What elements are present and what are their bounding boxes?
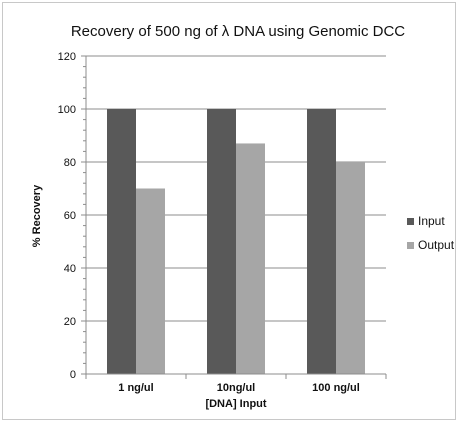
y-axis-label: % Recovery [31, 184, 43, 247]
y-tick-label: 100 [58, 104, 76, 116]
x-tick-label: 10ng/ul [217, 382, 256, 394]
x-axis-label: [DNA] Input [205, 398, 266, 410]
bar-input [307, 109, 336, 374]
x-tick-label: 1 ng/ul [118, 382, 153, 394]
legend-label-input: Input [418, 214, 445, 228]
bar-output [136, 188, 165, 374]
x-tick-label: 100 ng/ul [312, 382, 360, 394]
y-tick-label: 80 [64, 157, 76, 169]
axes-group [81, 55, 387, 379]
bar-input [207, 109, 236, 374]
bar-input [107, 109, 136, 374]
bar-output [336, 162, 365, 374]
bars-group [107, 109, 365, 374]
legend: Input Output [407, 214, 455, 252]
chart-title: Recovery of 500 ng of λ DNA using Genomi… [71, 23, 405, 40]
y-tick-label: 20 [64, 316, 76, 328]
x-tick-labels: 1 ng/ul 10ng/ul 100 ng/ul [118, 382, 360, 394]
legend-swatch-input [407, 218, 414, 225]
legend-swatch-output [407, 242, 414, 249]
y-tick-labels: 0 20 40 60 80 100 120 [58, 51, 76, 381]
legend-label-output: Output [418, 238, 455, 252]
bar-output [236, 143, 265, 374]
y-tick-label: 0 [70, 369, 76, 381]
y-tick-label: 60 [64, 210, 76, 222]
y-tick-label: 120 [58, 51, 76, 63]
y-tick-label: 40 [64, 263, 76, 275]
